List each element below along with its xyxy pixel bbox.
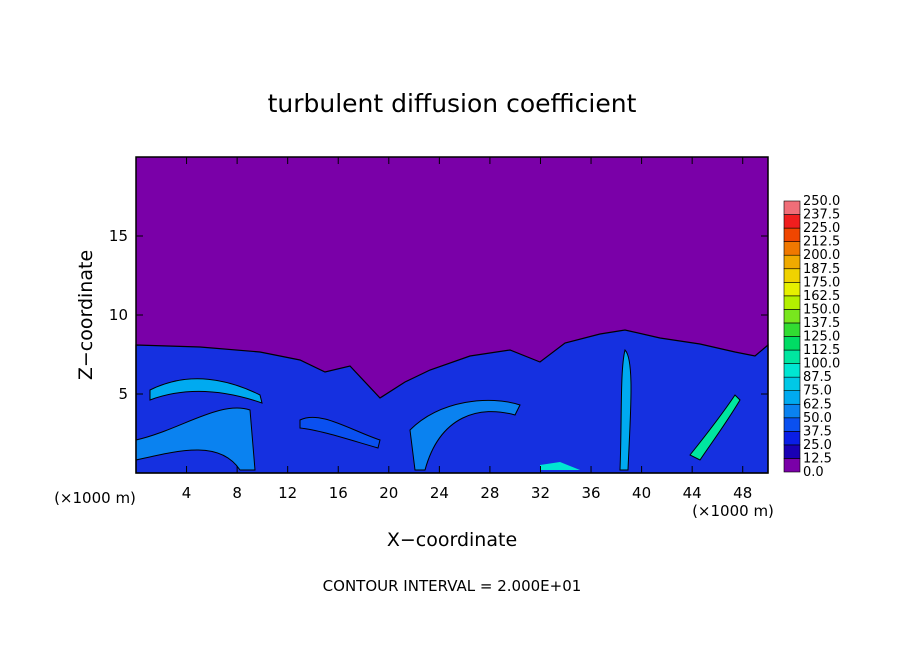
colorbar-label: 225.0	[803, 221, 840, 236]
colorbar-bin	[783, 444, 801, 459]
x-tick-label: 36	[581, 484, 600, 502]
colorbar-label: 237.5	[803, 208, 840, 223]
x-unit-label: (×1000 m)	[54, 489, 136, 507]
colorbar-label: 100.0	[803, 357, 840, 372]
plume	[619, 349, 632, 471]
colorbar-label: 162.5	[803, 289, 840, 304]
x-tick-label: 28	[480, 484, 499, 502]
y-axis-label: Z−coordinate	[75, 250, 97, 380]
plume	[689, 394, 741, 461]
annotation: CONTOUR INTERVAL = 2.000E+01	[323, 577, 582, 595]
colorbar-label: 175.0	[803, 275, 840, 290]
colorbar-label: 250.0	[803, 194, 840, 209]
y-tick-label: 15	[109, 227, 128, 245]
colorbar-label: 212.5	[803, 235, 840, 250]
x-tick-label: 44	[683, 484, 702, 502]
colorbar-bin	[783, 458, 801, 473]
colorbar-bin	[783, 363, 801, 378]
colorbar-label: 137.5	[803, 316, 840, 331]
colorbar-label: 75.0	[803, 384, 832, 399]
colorbar-bin	[783, 309, 801, 324]
x-tick-label: 12	[278, 484, 297, 502]
plume	[135, 407, 256, 471]
colorbar-label: 187.5	[803, 262, 840, 277]
colorbar-label: 50.0	[803, 411, 832, 426]
colorbar-label: 12.5	[803, 451, 832, 466]
colorbar-label: 125.0	[803, 330, 840, 345]
x-tick-label: 48	[733, 484, 752, 502]
plume	[540, 462, 580, 470]
colorbar-bin	[783, 281, 801, 297]
colorbar-bin	[783, 431, 801, 446]
x-tick-label: 32	[531, 484, 550, 502]
colorbar-bin	[783, 254, 801, 270]
plume	[409, 399, 521, 471]
y-tick-label: 10	[109, 306, 128, 324]
colorbar-bin	[783, 417, 801, 432]
colorbar-bin	[783, 322, 801, 337]
y-tick-label: 5	[118, 385, 128, 403]
x-axis-label: X−coordinate	[387, 529, 517, 551]
colorbar-label: 200.0	[803, 248, 840, 263]
colorbar-label: 25.0	[803, 438, 832, 453]
plume	[299, 416, 381, 449]
colorbar-bin	[783, 241, 801, 256]
colorbar-bin	[783, 403, 801, 419]
x-tick-label: 40	[632, 484, 651, 502]
colorbar-label: 37.5	[803, 424, 832, 439]
x-tick-label: 8	[232, 484, 242, 502]
x-tick-label: 16	[329, 484, 348, 502]
field	[135, 157, 769, 474]
colorbar-bin	[783, 227, 801, 242]
colorbar-bin	[783, 390, 801, 405]
x-tick-label: 20	[379, 484, 398, 502]
x-tick-label: 24	[430, 484, 449, 502]
colorbar-label: 112.5	[803, 343, 840, 358]
chart-title: turbulent diffusion coefficient	[268, 89, 637, 118]
x-tick-label: 4	[182, 484, 192, 502]
colorbar-bin	[783, 214, 801, 229]
colorbar-label: 150.0	[803, 302, 840, 317]
colorbar-bin	[783, 376, 801, 391]
colorbar-label: 62.5	[803, 397, 832, 412]
x-unit-label: (×1000 m)	[692, 502, 774, 520]
colorbar-label: 87.5	[803, 370, 832, 385]
colorbar-label: 0.0	[803, 465, 824, 480]
colorbar-bin	[783, 268, 801, 283]
active-layer	[135, 329, 769, 474]
plume	[149, 378, 263, 404]
colorbar-bin	[783, 200, 801, 215]
colorbar-bin	[783, 336, 801, 351]
colorbar-bin	[783, 349, 801, 364]
colorbar-bin	[783, 295, 801, 310]
